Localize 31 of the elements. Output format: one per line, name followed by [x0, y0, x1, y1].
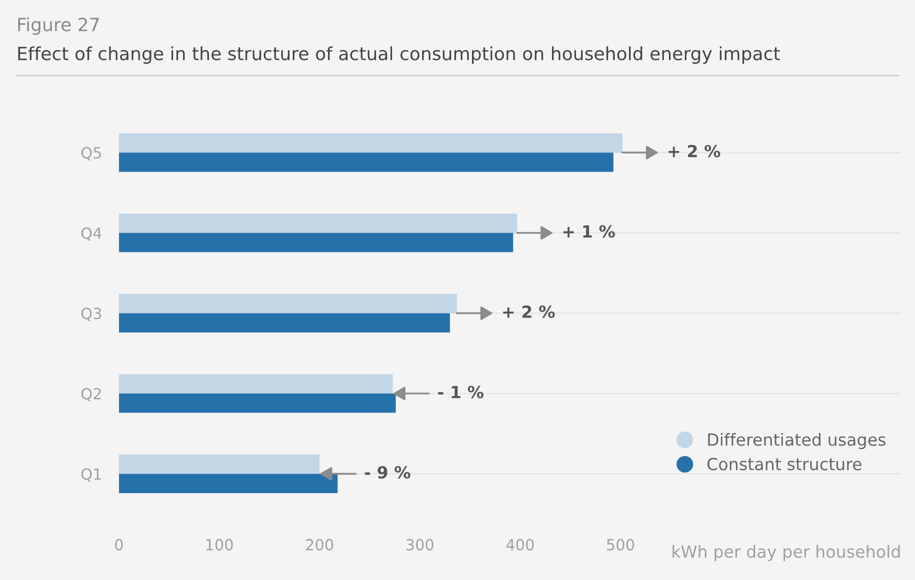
x-tick-label: 0 [115, 538, 123, 550]
legend-label: Constant structure [707, 458, 862, 470]
chart-subtitle: Figure 27 [18, 17, 99, 35]
annotation: + 2 % [503, 305, 555, 318]
y-tick-label: Q3 [81, 308, 102, 321]
bar [118, 133, 622, 153]
bar [118, 394, 396, 413]
bar [118, 374, 393, 394]
y-tick-label: Q4 [81, 227, 102, 241]
legend-label: Differentiated usages [708, 433, 886, 450]
x-tick-label: 300 [406, 538, 434, 550]
y-tick-label: Q2 [81, 388, 101, 402]
x-tick-label: 500 [607, 538, 634, 550]
x-tick-label: 100 [206, 538, 233, 550]
bar [118, 152, 614, 172]
y-tick-label: Q5 [81, 147, 101, 160]
bar [118, 454, 320, 474]
annotation: - 1 % [438, 386, 484, 398]
bar [118, 474, 338, 494]
bar [118, 313, 450, 332]
x-axis-title: kWh per day per household [672, 544, 900, 562]
annotation: - 9 % [364, 466, 410, 479]
bar [118, 214, 518, 233]
x-tick-label: 200 [306, 538, 334, 550]
chart-title: Effect of change in the structure of actual consumption on household energy impact [18, 46, 780, 64]
annotation: + 2 % [668, 144, 720, 158]
x-tick-label: 400 [506, 538, 534, 550]
annotation: + 1 % [563, 225, 615, 238]
bar [118, 232, 514, 252]
bar [118, 294, 457, 314]
y-tick-label: Q1 [81, 468, 101, 482]
